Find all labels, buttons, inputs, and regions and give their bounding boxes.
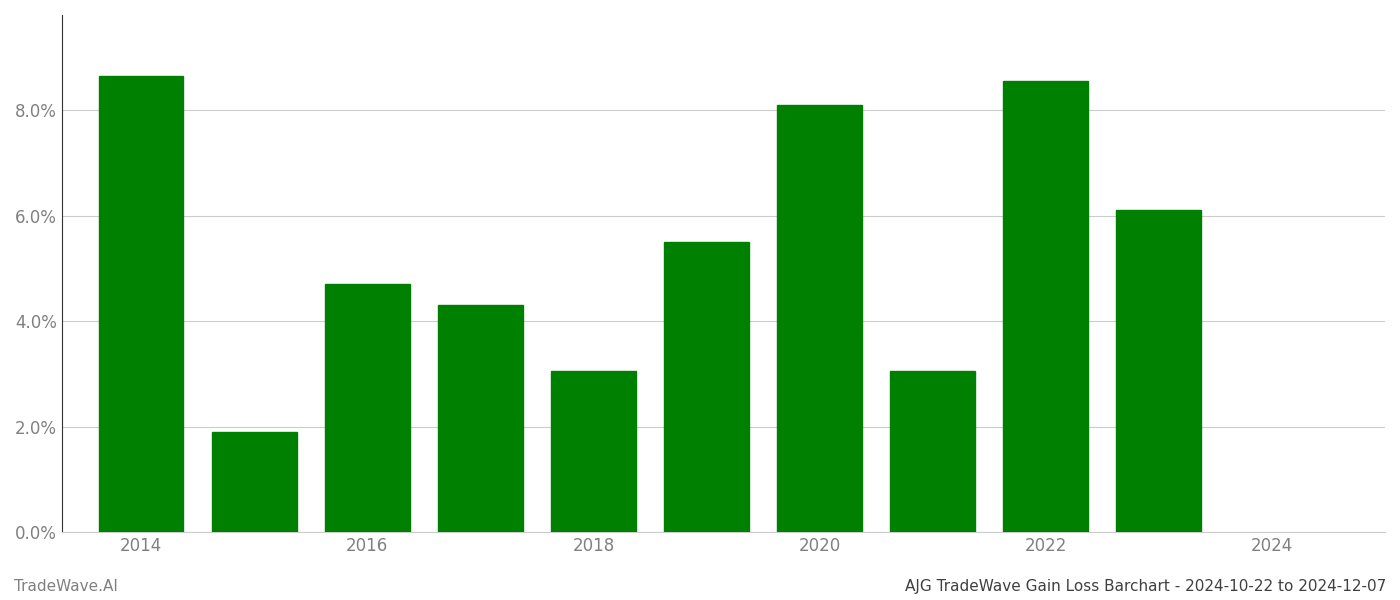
Bar [98, 76, 183, 532]
Text: TradeWave.AI: TradeWave.AI [14, 579, 118, 594]
Bar [777, 105, 862, 532]
Bar [1004, 81, 1088, 532]
Bar [890, 371, 974, 532]
Bar [552, 371, 636, 532]
Text: AJG TradeWave Gain Loss Barchart - 2024-10-22 to 2024-12-07: AJG TradeWave Gain Loss Barchart - 2024-… [904, 579, 1386, 594]
Bar [325, 284, 410, 532]
Bar [1116, 210, 1201, 532]
Bar [664, 242, 749, 532]
Bar [438, 305, 522, 532]
Bar [211, 432, 297, 532]
